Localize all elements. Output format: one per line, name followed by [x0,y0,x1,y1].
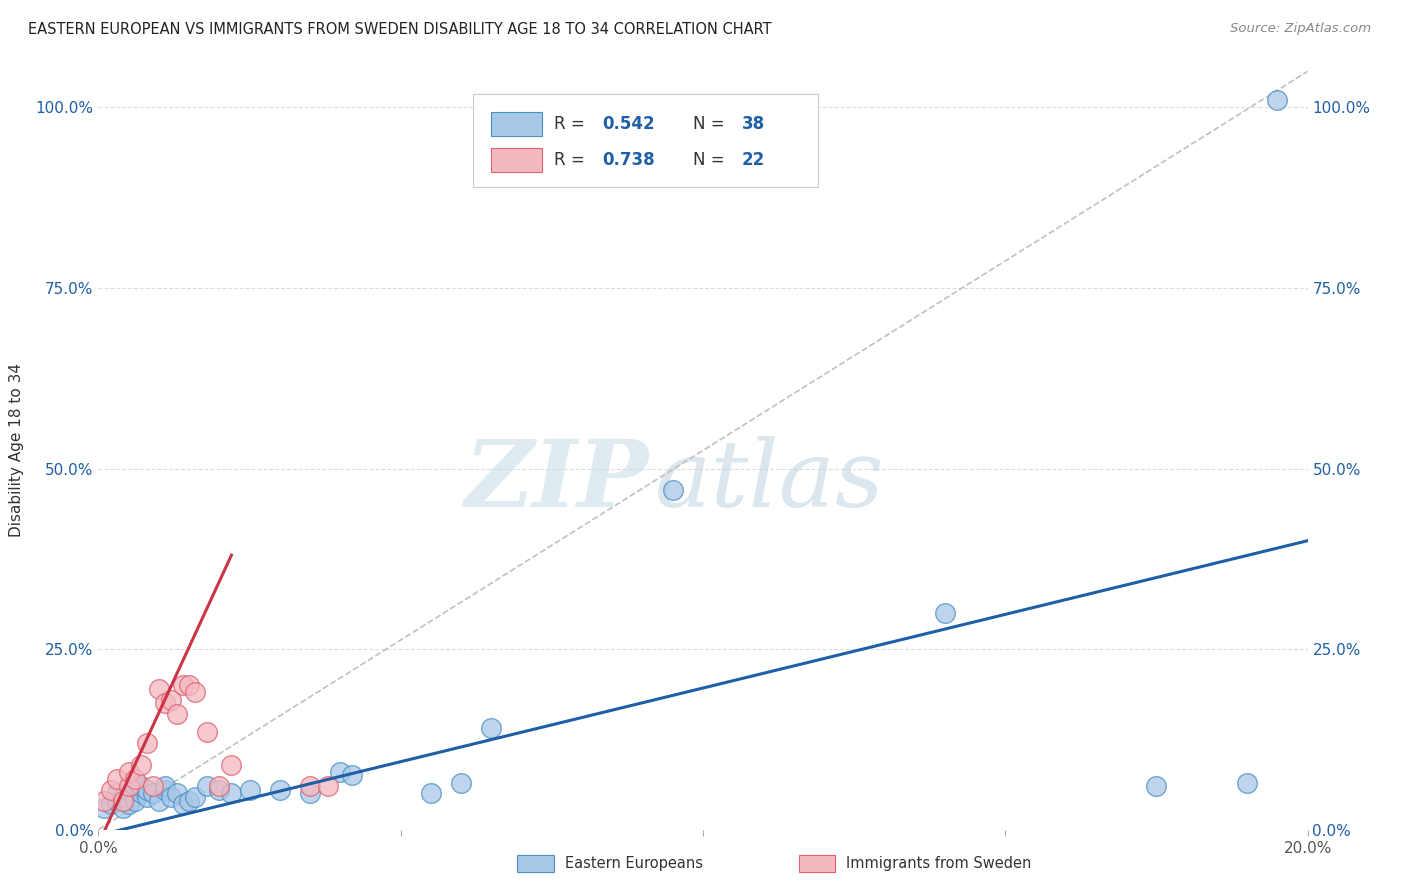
Text: 0.542: 0.542 [603,115,655,133]
Point [148,794,170,808]
Point [481,722,503,736]
FancyBboxPatch shape [517,855,554,872]
Point [148,681,170,696]
Text: EASTERN EUROPEAN VS IMMIGRANTS FROM SWEDEN DISABILITY AGE 18 TO 34 CORRELATION C: EASTERN EUROPEAN VS IMMIGRANTS FROM SWED… [28,22,772,37]
FancyBboxPatch shape [474,95,818,186]
Point [172,797,194,812]
Point [118,797,141,812]
Point [142,787,165,801]
Text: atlas: atlas [655,436,884,525]
Point [105,772,128,786]
Text: R =: R = [554,115,591,133]
Text: R =: R = [554,151,591,169]
Point [142,779,165,793]
FancyBboxPatch shape [492,148,543,172]
Point [100,797,122,812]
Point [105,787,128,801]
Point [129,787,152,801]
Point [299,787,322,801]
Point [160,790,183,805]
Text: Eastern Europeans: Eastern Europeans [565,856,703,871]
Point [135,736,157,750]
Point [124,794,146,808]
Point [329,764,352,779]
Point [299,779,322,793]
Point [179,678,201,692]
Point [111,790,134,805]
Point [124,772,146,786]
Point [221,787,243,801]
Point [1144,779,1167,793]
Point [166,706,188,721]
Point [208,782,231,797]
Text: 22: 22 [742,151,765,169]
Point [105,794,128,808]
Point [118,782,141,797]
Point [153,782,176,797]
Point [129,757,152,772]
Text: N =: N = [693,115,730,133]
Point [269,782,291,797]
Point [342,768,364,782]
Point [179,794,201,808]
Point [195,779,218,793]
Point [316,779,339,793]
Point [135,782,157,797]
Y-axis label: Disability Age 18 to 34: Disability Age 18 to 34 [10,363,24,538]
Point [100,782,122,797]
Point [172,678,194,692]
Point [1267,93,1289,107]
Point [184,685,207,699]
Point [934,606,956,620]
Point [221,757,243,772]
Point [118,779,141,793]
Point [111,801,134,815]
Point [129,779,152,793]
Point [166,787,188,801]
Point [153,779,176,793]
Point [450,775,472,789]
Point [160,692,183,706]
Point [124,779,146,793]
Text: 38: 38 [742,115,765,133]
Point [1236,775,1258,789]
Text: N =: N = [693,151,730,169]
Point [153,696,176,710]
Point [111,794,134,808]
Point [239,782,262,797]
Text: ZIP: ZIP [464,436,648,525]
Point [208,779,231,793]
Text: 0.738: 0.738 [603,151,655,169]
Text: Source: ZipAtlas.com: Source: ZipAtlas.com [1230,22,1371,36]
Point [93,801,115,815]
Point [118,764,141,779]
Point [661,483,683,498]
Point [184,790,207,805]
Point [135,790,157,805]
FancyBboxPatch shape [492,112,543,136]
Text: Immigrants from Sweden: Immigrants from Sweden [846,856,1032,871]
FancyBboxPatch shape [799,855,835,872]
Point [195,725,218,739]
Point [93,794,115,808]
Point [420,787,443,801]
